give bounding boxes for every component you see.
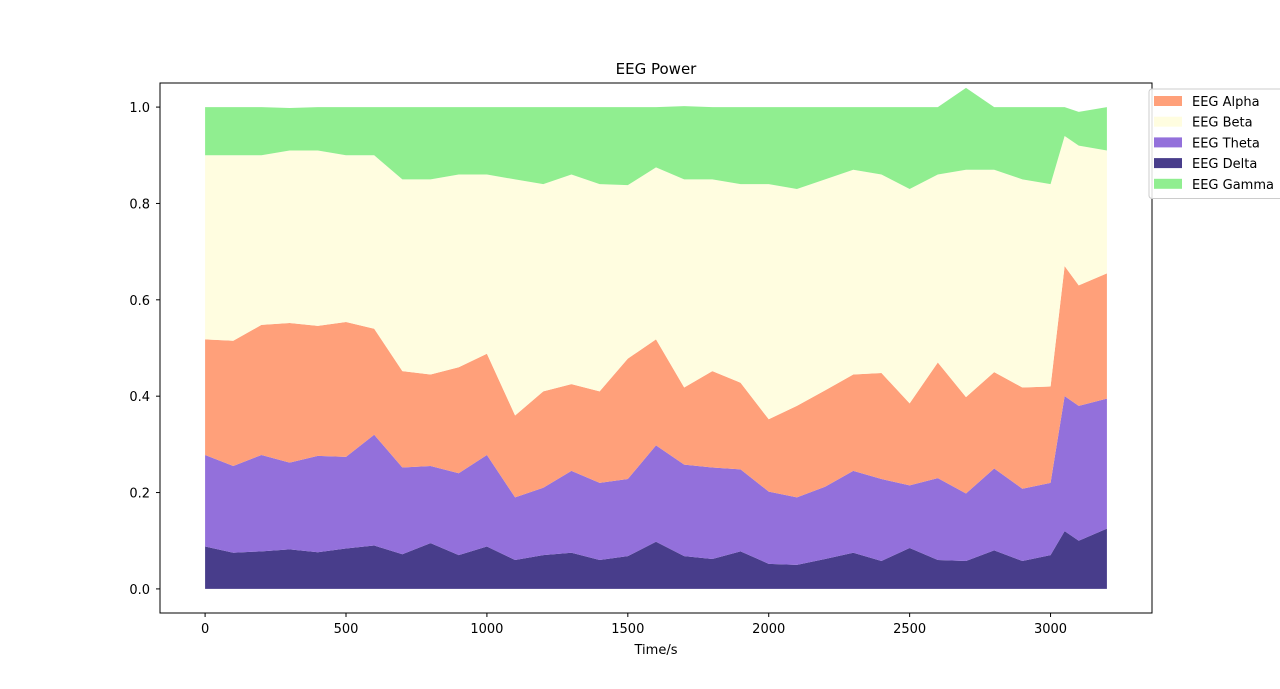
legend-label: EEG Gamma: [1192, 178, 1274, 193]
legend-swatch: [1154, 137, 1182, 148]
x-tick-label: 500: [334, 622, 359, 637]
plot-frame: [159, 82, 1153, 614]
x-tick-label: 3000: [1034, 622, 1067, 637]
area-eeg-theta: [205, 396, 1107, 565]
area-eeg-alpha: [205, 266, 1107, 498]
legend-box: [1148, 88, 1280, 199]
legend-label: EEG Theta: [1192, 136, 1260, 151]
area-eeg-delta: [205, 528, 1107, 589]
legend-label: EEG Delta: [1192, 157, 1257, 172]
legend-label: EEG Beta: [1192, 116, 1253, 131]
area-eeg-gamma: [205, 87, 1107, 189]
x-tick-label: 2000: [752, 622, 785, 637]
area-eeg-beta: [205, 136, 1107, 420]
x-tick-label: 2500: [893, 622, 926, 637]
y-tick-label: 0.8: [129, 197, 150, 212]
y-tick-label: 1.0: [129, 101, 150, 116]
legend-swatch: [1154, 116, 1182, 127]
chart-title: EEG Power: [616, 60, 698, 78]
legend-label: EEG Alpha: [1192, 95, 1260, 110]
y-tick-label: 0.0: [129, 583, 150, 598]
y-tick-label: 0.2: [129, 487, 150, 502]
x-axis: 0 500 1000 1500 2000 2500 3000: [201, 613, 1067, 637]
legend-swatch: [1154, 96, 1182, 106]
legend-swatch: [1154, 178, 1182, 189]
legend-swatch: [1154, 158, 1182, 169]
x-axis-label: Time/s: [634, 643, 678, 658]
x-tick-label: 1500: [611, 622, 644, 637]
stacked-areas: [205, 87, 1107, 589]
x-tick-label: 0: [201, 622, 209, 637]
legend: EEG Alpha EEG Beta EEG Theta EEG Delta EEG G…: [1148, 88, 1280, 199]
x-tick-label: 1000: [470, 622, 503, 637]
y-tick-label: 0.6: [129, 294, 150, 309]
y-axis: 0.0 0.2 0.4 0.6 0.8 1.0: [129, 101, 160, 598]
y-tick-label: 0.4: [129, 390, 150, 405]
